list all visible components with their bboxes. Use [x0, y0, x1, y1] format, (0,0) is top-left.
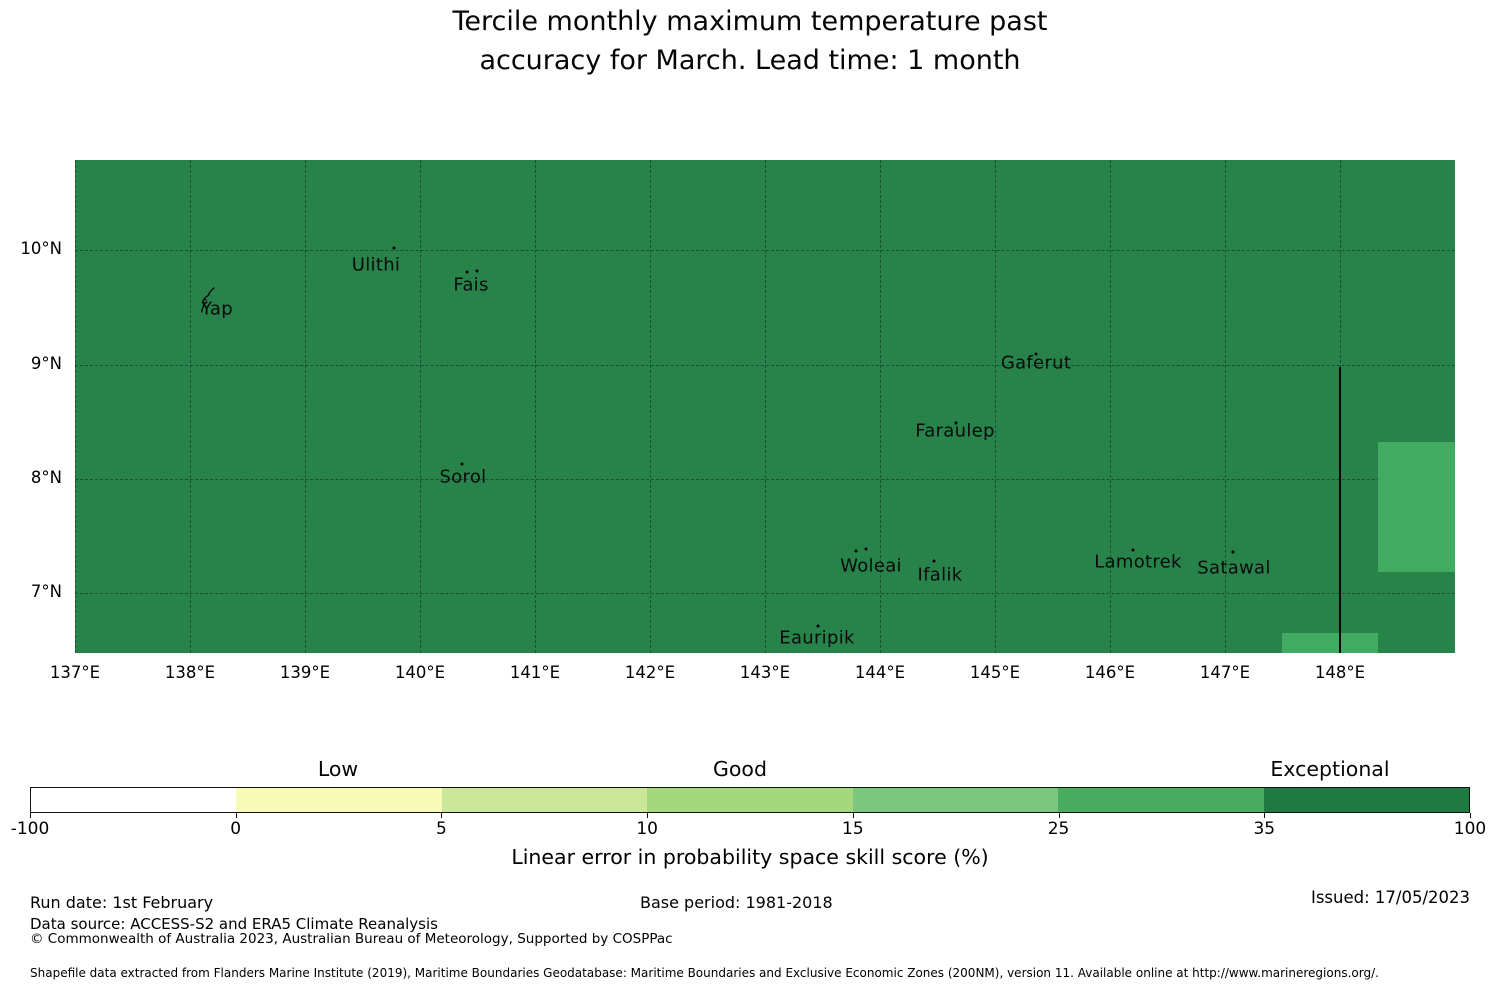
colorbar-tick-35: [1264, 813, 1266, 818]
colorbar-tick-25: [1058, 813, 1060, 818]
x-tick-label-140°E: 140°E: [394, 663, 446, 682]
y-tick-label-7°N: 7°N: [30, 582, 62, 601]
gridline-143°E: [765, 160, 766, 653]
x-tick-label-138°E: 138°E: [164, 663, 216, 682]
colorbar-tick-label-15: 15: [842, 819, 864, 839]
colorbar-tick-label-100: 100: [1453, 819, 1487, 839]
colorbar-segment-10-to-15: [647, 788, 853, 812]
x-tick-label-137°E: 137°E: [49, 663, 101, 682]
island-label-lamotrek: Lamotrek: [1094, 551, 1182, 573]
island-marker-eauripik: [816, 624, 820, 628]
x-tick-label-144°E: 144°E: [854, 663, 906, 682]
x-tick-label-148°E: 148°E: [1314, 663, 1366, 682]
eez-boundary-line: [1339, 367, 1341, 653]
island-marker-sorol: [460, 462, 464, 466]
colorbar-tick--100: [30, 813, 31, 818]
island-label-ulithi: Ulithi: [351, 254, 401, 276]
run-date-text: Run date: 1st February: [30, 893, 214, 912]
gridline-10°N: [75, 250, 1455, 251]
gridline-144°E: [880, 160, 881, 653]
island-marker-fais: [465, 270, 469, 274]
x-tick-label-145°E: 145°E: [969, 663, 1021, 682]
copyright-text: © Commonwealth of Australia 2023, Austra…: [30, 931, 673, 947]
colorbar: [30, 787, 1470, 813]
colorbar-tick-5: [441, 813, 443, 818]
colorbar-category-low: Low: [317, 757, 359, 781]
colorbar-segment--100-to-0: [31, 788, 237, 812]
gridline-137°E: [75, 160, 76, 653]
island-label-sorol: Sorol: [439, 466, 487, 488]
colorbar-tick-100: [1470, 813, 1471, 818]
figure-title-line2: accuracy for March. Lead time: 1 month: [479, 45, 1021, 76]
colorbar-segment-5-to-10: [441, 788, 648, 812]
island-marker-ifalik: [932, 559, 936, 563]
gridline-9°N: [75, 365, 1455, 366]
figure-title-line1: Tercile monthly maximum temperature past: [452, 6, 1048, 37]
island-marker-ulithi: [392, 246, 396, 250]
data-source-text: Data source: ACCESS-S2 and ERA5 Climate …: [30, 915, 438, 933]
colorbar-segment-25-to-35: [1058, 788, 1264, 812]
island-marker-satawal: [1231, 550, 1235, 554]
figure-title: Tercile monthly maximum temperature past…: [0, 2, 1500, 80]
island-marker-lamotrek: [1131, 548, 1135, 552]
colorbar-tick-label-0: 0: [230, 819, 242, 839]
island-label-gaferut: Gaferut: [1000, 352, 1072, 374]
yap-island-outline: [201, 287, 215, 313]
island-label-ifalik: Ifalik: [917, 564, 963, 586]
island-marker-fais-2: [475, 269, 479, 273]
colorbar-category-exceptional: Exceptional: [1270, 757, 1390, 781]
island-label-woleai: Woleai: [840, 555, 902, 577]
island-marker-gaferut: [1034, 352, 1038, 356]
island-label-fais: Fais: [453, 274, 489, 296]
colorbar-tick-label-35: 35: [1253, 819, 1276, 839]
x-tick-label-143°E: 143°E: [739, 663, 791, 682]
x-tick-label-142°E: 142°E: [624, 663, 676, 682]
skill-score-patch-2: [1282, 633, 1378, 653]
base-period-text: Base period: 1981-2018: [640, 893, 833, 912]
island-label-yap: Yap: [201, 298, 233, 320]
gridline-7°N: [75, 593, 1455, 594]
island-label-satawal: Satawal: [1197, 557, 1271, 579]
x-tick-label-141°E: 141°E: [509, 663, 561, 682]
gridline-140°E: [420, 160, 421, 653]
colorbar-segment-15-to-25: [852, 788, 1059, 812]
colorbar-tick-label-10: 10: [636, 819, 658, 839]
colorbar-axis-label: Linear error in probability space skill …: [511, 845, 989, 869]
gridline-139°E: [305, 160, 306, 653]
y-tick-label-10°N: 10°N: [20, 239, 62, 258]
x-tick-label-139°E: 139°E: [279, 663, 331, 682]
gridline-145°E: [995, 160, 996, 653]
island-marker-woleai: [854, 549, 858, 553]
y-tick-label-9°N: 9°N: [30, 354, 62, 373]
island-label-faraulep: Faraulep: [915, 420, 995, 442]
shapefile-attribution-text: Shapefile data extracted from Flanders M…: [30, 966, 1379, 980]
colorbar-tick-label-25: 25: [1047, 819, 1070, 839]
colorbar-segment-35-to-100: [1263, 788, 1469, 812]
colorbar-tick-label-5: 5: [436, 819, 447, 839]
x-tick-label-146°E: 146°E: [1084, 663, 1136, 682]
gridline-141°E: [535, 160, 536, 653]
gridline-8°N: [75, 479, 1455, 480]
colorbar-tick-0: [235, 813, 237, 818]
y-tick-label-8°N: 8°N: [30, 468, 62, 487]
x-tick-label-147°E: 147°E: [1199, 663, 1251, 682]
island-label-eauripik: Eauripik: [779, 627, 855, 649]
skill-score-patch-1: [1378, 442, 1455, 572]
gridline-138°E: [190, 160, 191, 653]
colorbar-category-good: Good: [713, 757, 767, 781]
gridline-146°E: [1110, 160, 1111, 653]
gridline-142°E: [650, 160, 651, 653]
colorbar-tick-15: [852, 813, 854, 818]
colorbar-tick-label--100: -100: [10, 819, 50, 839]
island-marker-faraulep: [954, 421, 958, 425]
island-marker-woleai-2: [864, 547, 868, 551]
colorbar-segment-0-to-5: [236, 788, 442, 812]
colorbar-tick-10: [647, 813, 649, 818]
gridline-147°E: [1225, 160, 1226, 653]
issued-date-text: Issued: 17/05/2023: [1310, 888, 1470, 907]
map-plot-area: Yap Ulithi Fais Sorol Gaferut Faraulep Woleai I…: [75, 160, 1455, 653]
